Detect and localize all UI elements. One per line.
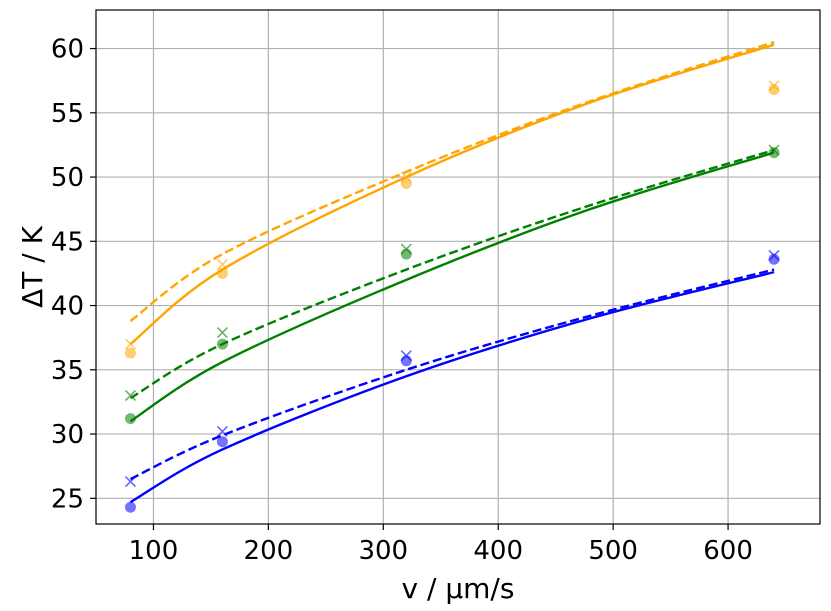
fit-line-dashed	[129, 148, 775, 400]
y-tick-label: 35	[51, 356, 84, 386]
x-tick-label: 100	[129, 536, 179, 566]
cross-point	[124, 389, 137, 402]
circle-point	[768, 84, 780, 96]
circle-point	[400, 177, 412, 189]
cross-point	[400, 171, 412, 183]
series-1	[124, 144, 780, 425]
grid	[96, 10, 820, 524]
series-0	[124, 40, 780, 359]
y-tick-label: 30	[51, 420, 84, 450]
cross-point	[768, 80, 780, 92]
fit-line-solid	[129, 43, 775, 346]
series-2	[124, 249, 780, 513]
y-tick-label: 25	[51, 484, 84, 514]
circle-point	[768, 253, 780, 265]
x-tick-label: 500	[588, 536, 638, 566]
cross-point	[124, 338, 137, 350]
cross-point	[216, 326, 228, 339]
y-tick-label: 40	[51, 292, 84, 322]
x-tick-label: 300	[358, 536, 408, 566]
cross-point	[216, 258, 228, 270]
cross-point	[768, 144, 780, 156]
plot-frame	[95, 9, 821, 525]
y-tick-label: 55	[51, 99, 84, 129]
x-tick-label: 200	[244, 536, 294, 566]
circle-point	[124, 413, 136, 425]
circle-point	[768, 147, 780, 159]
cross-point	[216, 425, 228, 438]
circle-point	[124, 347, 136, 359]
cross-point	[400, 350, 412, 362]
circle-point	[216, 436, 228, 448]
y-tick-label: 45	[51, 227, 84, 257]
y-tick-label: 50	[51, 163, 84, 193]
series-layer	[124, 40, 780, 513]
fit-line-dashed	[129, 40, 775, 322]
fit-line-dashed	[129, 268, 775, 481]
y-axis-label: ΔT / K	[16, 225, 49, 307]
x-tick-label: 600	[703, 536, 753, 566]
ticks: 100 200 300 400 500 600 25 30 35 40 45 50 55 60	[51, 35, 753, 566]
x-tick-label: 400	[473, 536, 523, 566]
cross-point	[768, 249, 780, 262]
fit-line-solid	[129, 151, 775, 423]
circle-point	[216, 338, 228, 350]
circle-point	[216, 267, 228, 279]
circle-point	[400, 355, 412, 367]
fit-line-solid	[129, 270, 775, 504]
circle-point	[124, 501, 136, 513]
x-axis-label: v / µm/s	[402, 572, 515, 605]
cross-point	[124, 476, 137, 488]
cross-point	[400, 243, 412, 255]
y-tick-label: 60	[51, 35, 84, 65]
circle-point	[400, 248, 412, 260]
